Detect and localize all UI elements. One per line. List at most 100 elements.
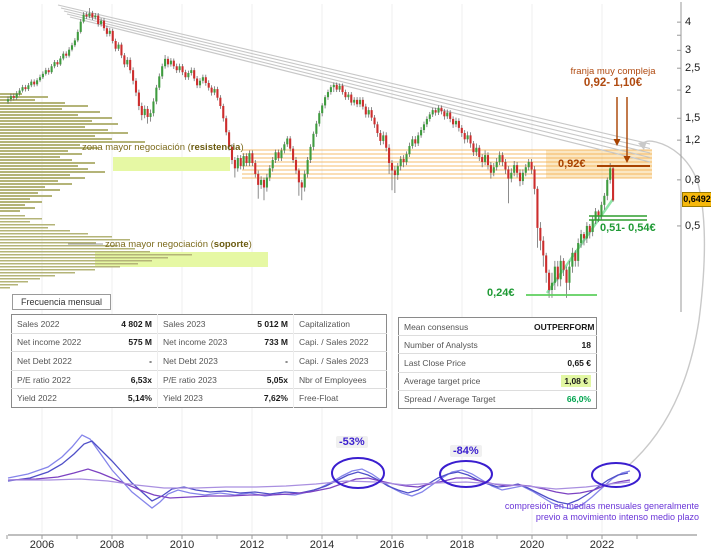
volume-profile-bar (0, 248, 135, 250)
candle-body (326, 92, 330, 98)
consensus-table: Mean consensus OUTPERFORM Number of Anal… (398, 317, 597, 409)
candle-body (73, 40, 76, 46)
candle-body (443, 111, 446, 117)
candle-body (539, 227, 542, 241)
candle-body (196, 78, 199, 86)
fin-label: Net income 2022 (11, 332, 100, 352)
candle-body (294, 159, 298, 171)
consensus-value: 0,65 € (529, 353, 597, 373)
candle-body (79, 21, 82, 32)
volume-profile-bar (0, 269, 95, 271)
support-zone-label-bold: soporte (213, 239, 249, 250)
candle-body (478, 147, 481, 158)
candle-body (408, 146, 411, 155)
level-092-label: 0,92€ (558, 158, 586, 170)
candle-body (105, 28, 108, 34)
candle-body (283, 144, 286, 151)
fin-label: Net Debt 2023 (157, 351, 240, 371)
volume-profile-bar (0, 239, 130, 241)
volume-profile-bar (0, 195, 52, 197)
candle-body (533, 169, 536, 189)
candle-body (15, 93, 18, 98)
volume-profile-bar (0, 129, 108, 131)
fin-label: Yield 2023 (157, 388, 240, 408)
volume-profile-bar (0, 132, 128, 134)
fin-value: 5,14% (100, 388, 158, 408)
candle-body (114, 40, 117, 49)
candle-body (190, 70, 193, 74)
support-zone-label-post: ) (248, 239, 252, 250)
oscillator-line-ma-mid (7, 440, 629, 505)
volume-profile-bar (0, 275, 55, 277)
candle-body (356, 99, 359, 105)
candle-body (516, 165, 519, 173)
candle-body (524, 167, 527, 173)
candle-body (475, 147, 478, 153)
candle-body (300, 182, 303, 188)
candle-body (449, 112, 452, 119)
volume-profile-bar (0, 144, 80, 146)
financial-summary-table: Sales 2022 4 802 M Sales 2023 5 012 M Ca… (11, 314, 387, 408)
candle-body (91, 13, 94, 18)
candle-body (452, 118, 455, 125)
candle-body (303, 173, 306, 188)
candle-body (172, 60, 175, 67)
table-row: Net Debt 2022 - Net Debt 2023 - Capi. / … (11, 351, 386, 371)
candle-body (527, 162, 530, 168)
candle-body (521, 172, 524, 182)
volume-profile-bar (0, 117, 112, 119)
oscillator-minus53-label: -53% (336, 436, 368, 448)
volume-profile-bar (0, 177, 85, 179)
candle-body (9, 96, 12, 100)
table-row: Mean consensus OUTPERFORM (399, 318, 597, 336)
candle-body (309, 146, 312, 160)
volume-profile-bar (0, 189, 60, 191)
time-axis-label: 2022 (589, 539, 615, 551)
compression-note-line2: previo a movimiento intenso medio plazo (535, 511, 699, 522)
candle-body (472, 143, 475, 153)
candle-body (463, 133, 466, 140)
candle-body (565, 269, 568, 283)
fin-label: P/E ratio 2022 (11, 369, 100, 389)
consensus-label: Number of Analysts (398, 335, 529, 354)
candle-body (53, 62, 56, 67)
volume-profile-bar (0, 114, 78, 116)
price-axis-label: 0,5 (685, 219, 701, 232)
candle-body (318, 113, 321, 124)
candle-body (597, 211, 600, 217)
candle-body (262, 179, 266, 188)
candle-body (504, 162, 507, 170)
volume-profile-bar (0, 147, 98, 149)
volume-profile-bar (0, 233, 88, 235)
candle-body (484, 155, 487, 163)
volume-profile-bar (0, 123, 118, 125)
candle-body (230, 146, 234, 160)
candle-body (94, 15, 97, 18)
oscillator-minus84-label: -84% (450, 445, 482, 457)
price-axis-label: 4 (685, 16, 692, 29)
candle-body (481, 157, 484, 163)
candle-body (332, 84, 335, 88)
candle-body (24, 87, 27, 90)
candle-body (102, 20, 106, 29)
candle-body (513, 165, 516, 173)
candle-body (492, 167, 495, 173)
candle-body (187, 73, 190, 78)
candle-body (376, 124, 379, 134)
candle-body (271, 159, 274, 169)
fin-value: - (100, 351, 158, 371)
candle-body (76, 31, 79, 41)
candle-body (88, 13, 91, 17)
volume-profile-bar (0, 108, 62, 110)
consensus-value-target-price: 1,08 € (529, 371, 597, 391)
candle-body (178, 66, 181, 71)
fin-label: Yield 2022 (11, 388, 100, 408)
candle-body (111, 30, 114, 41)
candle-body (280, 150, 283, 158)
candle-body (536, 188, 539, 228)
candle-body (414, 139, 417, 144)
candle-body (486, 155, 490, 166)
volume-profile-bar (0, 278, 40, 280)
candle-body (396, 166, 399, 176)
